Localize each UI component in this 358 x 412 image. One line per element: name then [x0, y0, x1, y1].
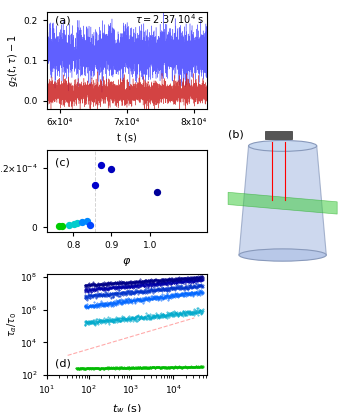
Ellipse shape — [239, 249, 326, 261]
Y-axis label: $g_2(t,\tau)-1$: $g_2(t,\tau)-1$ — [6, 34, 20, 87]
Text: (a): (a) — [54, 16, 70, 26]
Y-axis label: $\tau_\alpha/\tau_0$: $\tau_\alpha/\tau_0$ — [5, 311, 19, 337]
X-axis label: $\varphi$: $\varphi$ — [122, 256, 131, 268]
Text: (c): (c) — [54, 157, 69, 167]
Point — [108, 165, 114, 172]
Point — [98, 162, 104, 169]
Point — [71, 221, 77, 227]
X-axis label: t (s): t (s) — [117, 132, 137, 142]
Point — [56, 223, 62, 230]
Polygon shape — [239, 146, 326, 255]
Point — [67, 221, 72, 228]
X-axis label: $t_w$ (s): $t_w$ (s) — [112, 402, 142, 412]
Ellipse shape — [248, 140, 317, 151]
Text: $\tau = 2.37\ 10^4$ s: $\tau = 2.37\ 10^4$ s — [135, 12, 204, 26]
Text: (b): (b) — [228, 129, 244, 140]
Text: (d): (d) — [54, 359, 71, 369]
Polygon shape — [265, 131, 292, 139]
Point — [88, 221, 93, 228]
Point — [84, 218, 90, 224]
Point — [74, 220, 80, 227]
Polygon shape — [228, 192, 337, 214]
Point — [92, 182, 97, 188]
Point — [79, 219, 85, 225]
Point — [155, 189, 160, 196]
Point — [59, 223, 65, 229]
